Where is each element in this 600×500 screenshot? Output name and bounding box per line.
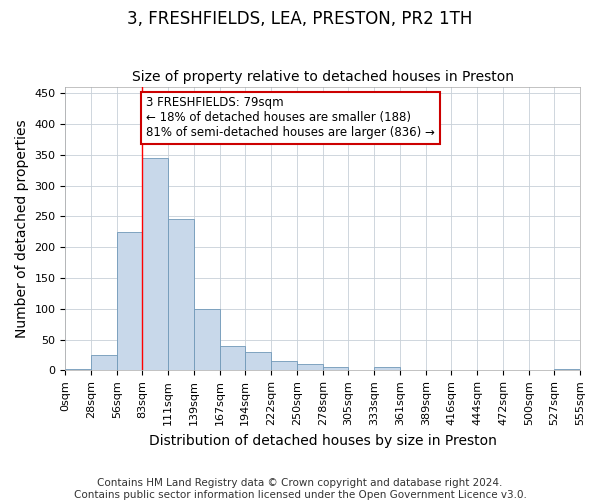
Bar: [169, 220, 194, 370]
Bar: [297, 364, 323, 370]
Y-axis label: Number of detached properties: Number of detached properties: [15, 120, 29, 338]
Title: Size of property relative to detached houses in Preston: Size of property relative to detached ho…: [132, 70, 514, 85]
Bar: [194, 308, 220, 370]
Bar: [220, 346, 245, 370]
Bar: [323, 367, 348, 370]
Bar: [118, 232, 142, 370]
X-axis label: Distribution of detached houses by size in Preston: Distribution of detached houses by size …: [149, 434, 497, 448]
Bar: [374, 367, 400, 370]
Text: 3, FRESHFIELDS, LEA, PRESTON, PR2 1TH: 3, FRESHFIELDS, LEA, PRESTON, PR2 1TH: [127, 10, 473, 28]
Bar: [245, 352, 271, 370]
Bar: [65, 369, 91, 370]
Text: Contains HM Land Registry data © Crown copyright and database right 2024.
Contai: Contains HM Land Registry data © Crown c…: [74, 478, 526, 500]
Text: 3 FRESHFIELDS: 79sqm
← 18% of detached houses are smaller (188)
81% of semi-deta: 3 FRESHFIELDS: 79sqm ← 18% of detached h…: [146, 96, 435, 140]
Bar: [91, 355, 118, 370]
Bar: [554, 369, 580, 370]
Bar: [271, 361, 297, 370]
Bar: [142, 158, 169, 370]
